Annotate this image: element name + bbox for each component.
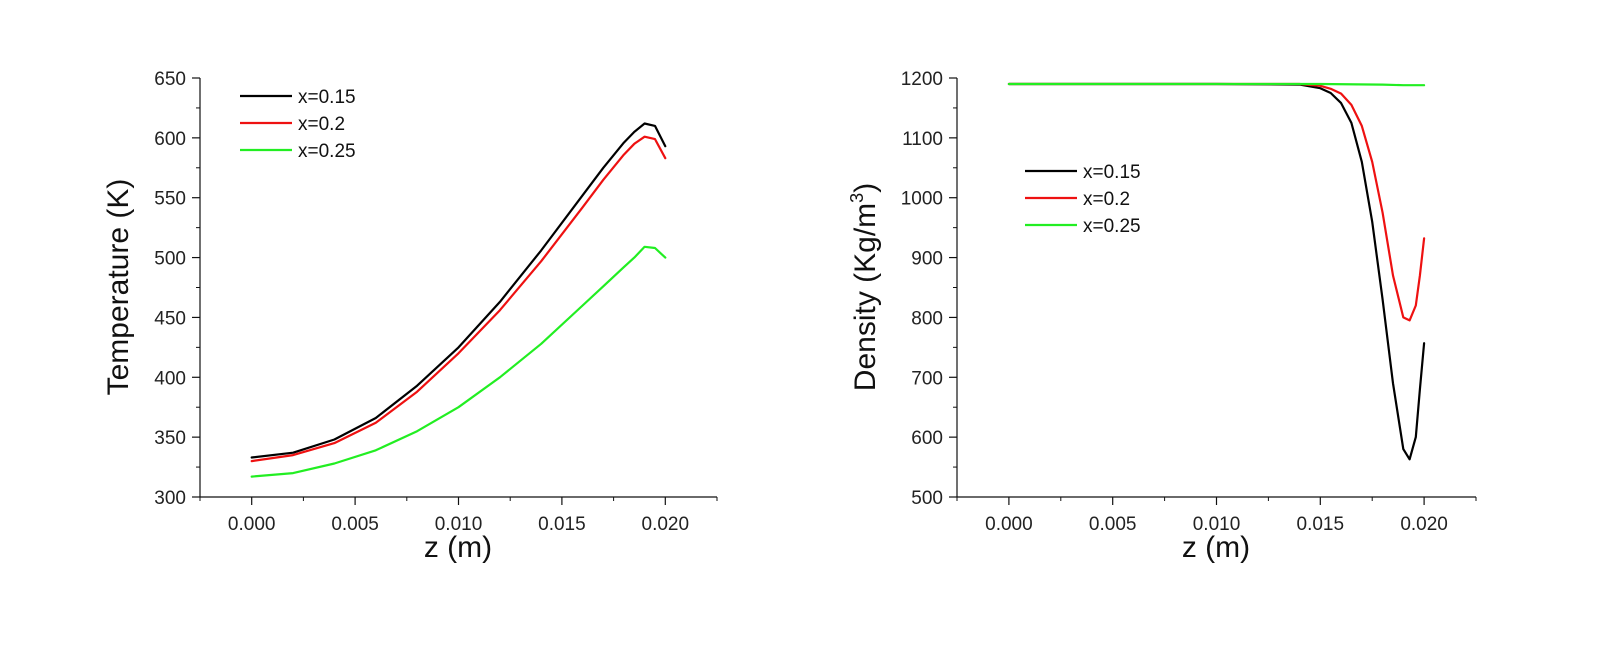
y-tick-label: 1100 bbox=[902, 129, 943, 150]
series-line-x=0.15 bbox=[1007, 82, 1426, 461]
legend-label: x=0.15 bbox=[1083, 162, 1141, 183]
x-tick-label: 0.010 bbox=[435, 514, 483, 535]
y-tick-label: 300 bbox=[154, 488, 186, 509]
x-tick-label: 0.015 bbox=[1297, 514, 1345, 535]
y-tick-label: 600 bbox=[154, 129, 186, 150]
legend-label: x=0.25 bbox=[1083, 216, 1141, 237]
x-axis-title: z (m) bbox=[424, 531, 492, 564]
x-tick-label: 0.015 bbox=[538, 514, 586, 535]
y-tick-label: 1200 bbox=[901, 69, 943, 90]
y-axis-title: Density (Kg/m3) bbox=[847, 183, 882, 391]
y-axis-title-superscript: 3 bbox=[847, 193, 867, 203]
y-tick-label: 650 bbox=[154, 69, 186, 90]
y-tick-label: 600 bbox=[911, 428, 943, 449]
x-tick-label: 0.020 bbox=[642, 514, 690, 535]
x-tick-label: 0.010 bbox=[1193, 514, 1241, 535]
series-line-x=0.2 bbox=[250, 135, 667, 463]
series-line-x=0.15 bbox=[250, 122, 667, 459]
y-tick-label: 400 bbox=[154, 368, 186, 389]
x-tick-label: 0.005 bbox=[331, 514, 379, 535]
y-tick-label: 500 bbox=[911, 488, 943, 509]
y-tick-label: 550 bbox=[154, 189, 186, 210]
legend-label: x=0.2 bbox=[298, 114, 345, 135]
legend-label: x=0.25 bbox=[298, 141, 356, 162]
x-tick-label: 0.020 bbox=[1400, 514, 1448, 535]
y-tick-label: 450 bbox=[154, 308, 186, 329]
x-tick-label: 0.000 bbox=[228, 514, 276, 535]
density-chart: 0.000 0.005 0.010 0.015 0.020 500 600 700 800 900… bbox=[847, 69, 1477, 564]
x-axis-title: z (m) bbox=[1182, 531, 1250, 564]
legend-label: x=0.2 bbox=[1083, 189, 1130, 210]
x-tick-label: 0.005 bbox=[1089, 514, 1137, 535]
temperature-chart: 0.000 0.005 0.010 0.015 0.020 300 350 400 450 500… bbox=[102, 69, 718, 564]
y-tick-label: 800 bbox=[911, 308, 943, 329]
legend-label: x=0.15 bbox=[298, 87, 356, 108]
y-tick-label: 900 bbox=[911, 249, 943, 270]
series-line-x=0.25 bbox=[1007, 82, 1426, 87]
y-tick-label: 350 bbox=[154, 428, 186, 449]
y-tick-label: 500 bbox=[154, 249, 186, 270]
y-tick-label: 1000 bbox=[901, 189, 943, 210]
x-tick-label: 0.000 bbox=[985, 514, 1033, 535]
series-line-x=0.2 bbox=[1007, 82, 1426, 322]
y-axis-title: Temperature (K) bbox=[102, 179, 135, 396]
y-tick-label: 700 bbox=[911, 368, 943, 389]
series-line-x=0.25 bbox=[250, 245, 667, 478]
